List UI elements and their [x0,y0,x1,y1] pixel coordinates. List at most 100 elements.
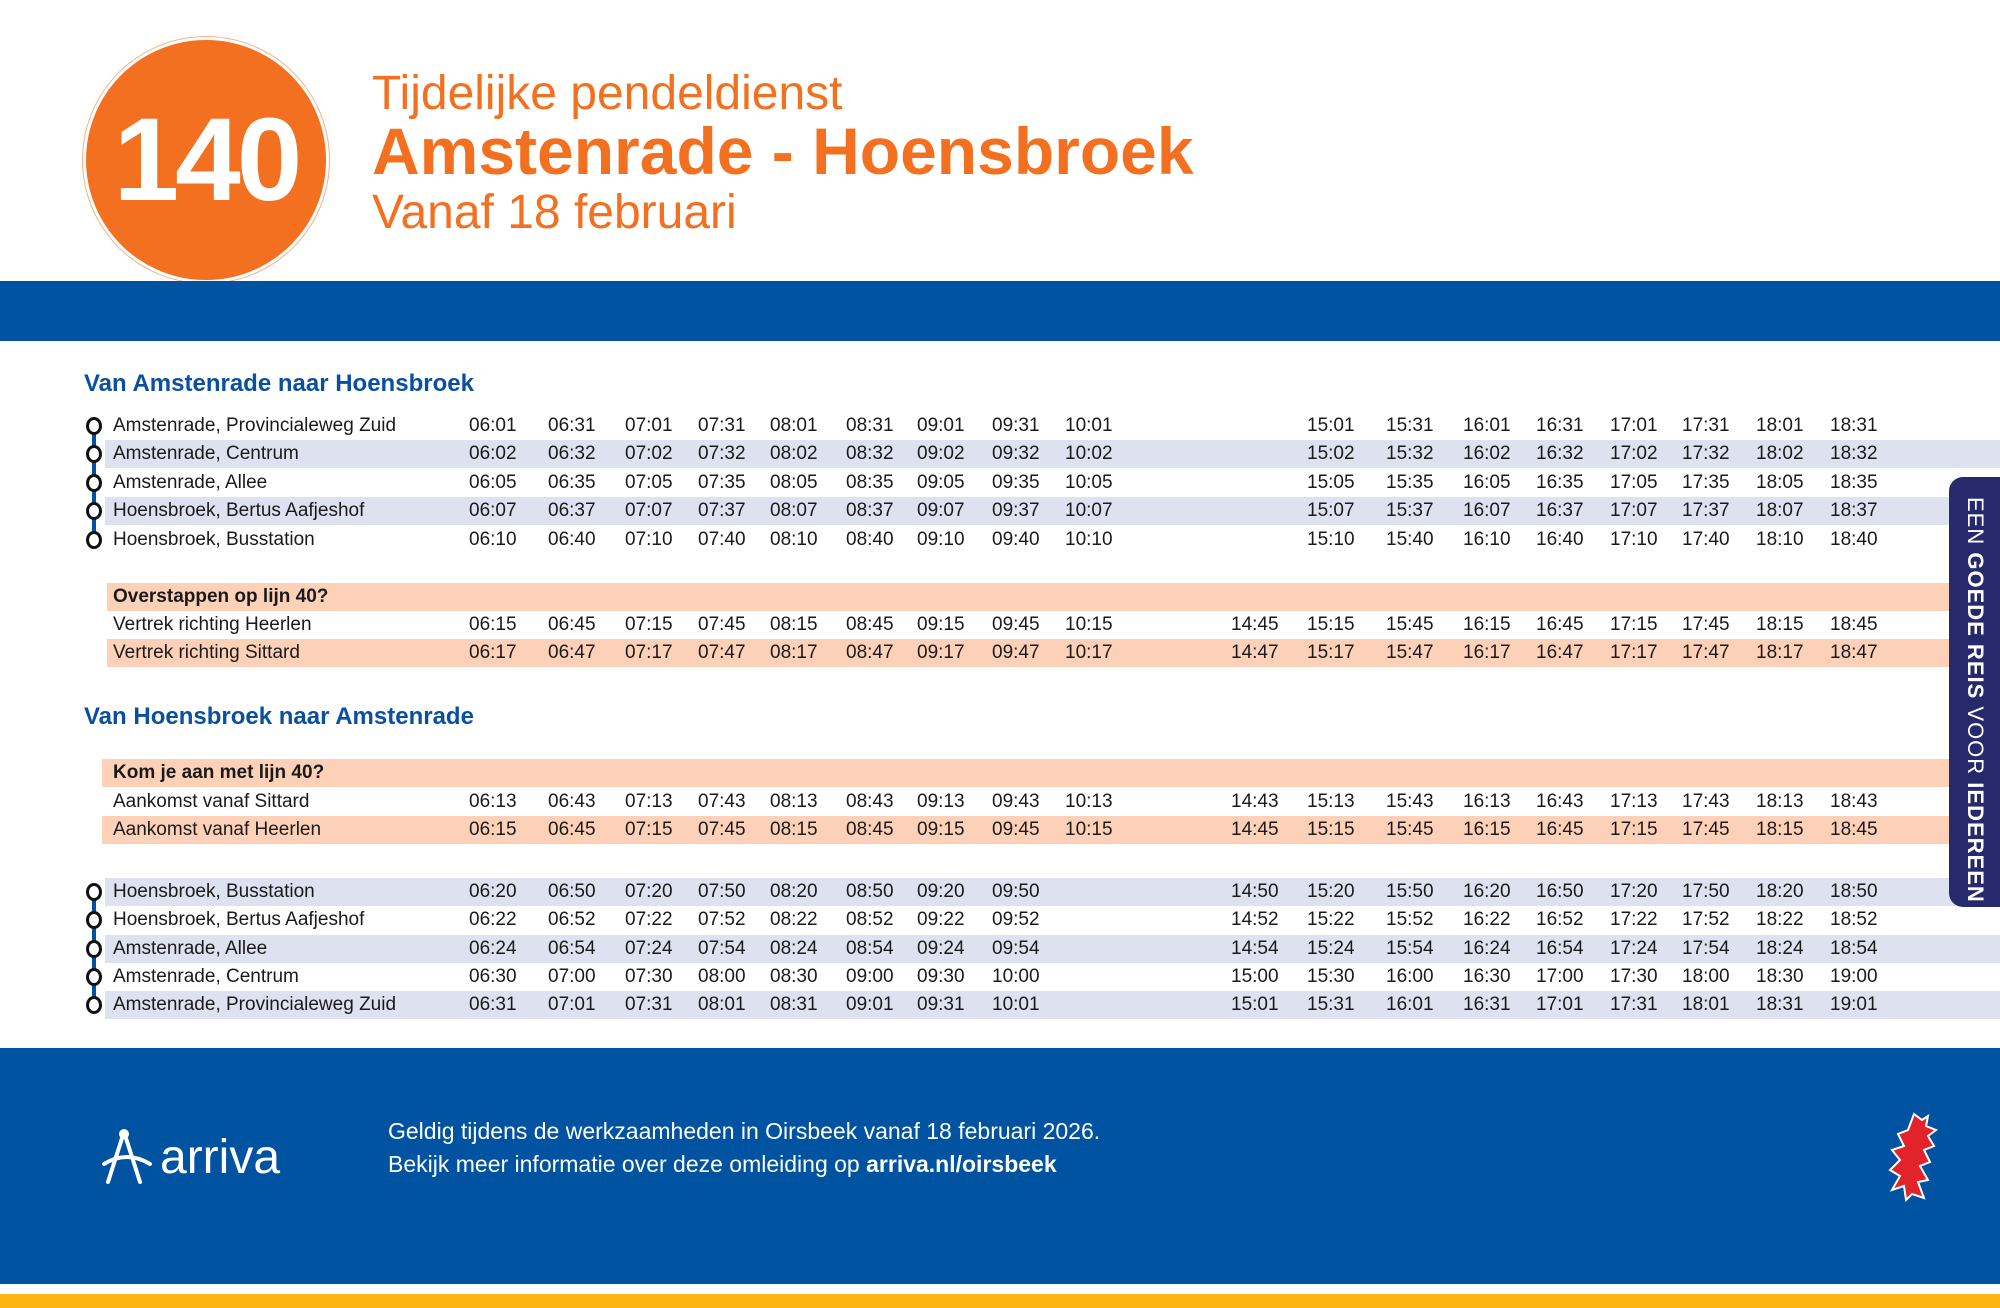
time-cell: 06:15 [469,819,517,840]
time-cell: 09:20 [917,881,965,902]
stop-row: Amstenrade, Centrum 06:02 06:32 07:02 07:32 0… [0,440,2000,468]
time-cell: 15:01 [1307,415,1355,436]
time-cell: 15:01 [1231,994,1279,1015]
time-cell: 18:47 [1830,642,1878,663]
time-cell: 08:15 [770,614,818,635]
time-cell: 07:24 [625,938,673,959]
time-cell: 16:31 [1463,994,1511,1015]
time-cell: 07:15 [625,614,673,635]
time-cell: 16:24 [1463,938,1511,959]
time-cell: 10:05 [1065,472,1113,493]
time-cell: 06:24 [469,938,517,959]
time-cell: 06:45 [548,819,596,840]
transfer-row: Vertrek richting Heerlen 06:15 06:45 07:15 0… [0,611,2000,639]
footer-link[interactable]: arriva.nl/oirsbeek [866,1151,1057,1177]
time-cell: 08:54 [846,938,894,959]
time-cell: 18:45 [1830,614,1878,635]
time-cell: 15:15 [1307,819,1355,840]
time-cell: 16:00 [1386,966,1434,987]
time-cell: 10:15 [1065,819,1113,840]
time-cell: 10:01 [1065,415,1113,436]
time-cell: 15:50 [1386,881,1434,902]
stop-marker-icon [86,911,102,929]
time-cell: 15:40 [1386,529,1434,550]
row-background [105,991,2000,1019]
time-cell: 15:52 [1386,909,1434,930]
time-cell: 09:30 [917,966,965,987]
time-cell: 17:13 [1610,791,1658,812]
time-cell: 16:05 [1463,472,1511,493]
time-cell: 15:10 [1307,529,1355,550]
page-title: Amstenrade - Hoensbroek [372,114,1194,188]
time-cell: 16:37 [1536,500,1584,521]
time-cell: 08:31 [846,415,894,436]
time-cell: 18:40 [1830,529,1878,550]
time-cell: 07:00 [548,966,596,987]
stop-row: Hoensbroek, Busstation 06:20 06:50 07:20 07:… [0,878,2000,906]
time-cell: 17:24 [1610,938,1658,959]
stop-row: Amstenrade, Allee 06:24 06:54 07:24 07:54 08:… [0,935,2000,963]
time-cell: 06:10 [469,529,517,550]
time-cell: 07:20 [625,881,673,902]
time-cell: 16:50 [1536,881,1584,902]
time-cell: 16:40 [1536,529,1584,550]
time-cell: 07:31 [698,415,746,436]
time-cell: 06:30 [469,966,517,987]
time-cell: 15:15 [1307,614,1355,635]
row-background [102,759,2000,787]
time-cell: 09:43 [992,791,1040,812]
time-cell: 09:35 [992,472,1040,493]
time-cell: 07:02 [625,443,673,464]
time-cell: 15:30 [1307,966,1355,987]
time-cell: 09:01 [917,415,965,436]
time-cell: 14:52 [1231,909,1279,930]
stop-marker-icon [86,883,102,901]
time-cell: 15:32 [1386,443,1434,464]
time-cell: 06:40 [548,529,596,550]
time-cell: 08:45 [846,819,894,840]
row-background [102,816,2000,844]
stop-row: Hoensbroek, Bertus Aafjeshof 06:07 06:37 07… [0,497,2000,525]
arriva-logo: arriva [100,1128,280,1186]
time-cell: 09:45 [992,614,1040,635]
time-cell: 14:50 [1231,881,1279,902]
time-cell: 18:37 [1830,500,1878,521]
time-cell: 16:01 [1463,415,1511,436]
time-cell: 07:05 [625,472,673,493]
time-cell: 07:17 [625,642,673,663]
time-cell: 14:45 [1231,614,1279,635]
time-cell: 16:45 [1536,614,1584,635]
footer [0,1048,2000,1284]
stop-row: Amstenrade, Provincialeweg Zuid 06:01 06:3… [0,412,2000,440]
stop-marker-icon [86,531,102,549]
time-cell: 19:00 [1830,966,1878,987]
time-cell: 18:35 [1830,472,1878,493]
time-cell: 09:07 [917,500,965,521]
time-cell: 17:52 [1682,909,1730,930]
time-cell: 08:00 [698,966,746,987]
subtitle: Tijdelijke pendeldienst [372,67,843,120]
time-cell: 18:31 [1830,415,1878,436]
time-cell: 16:13 [1463,791,1511,812]
row-label: Amstenrade, Provincialeweg Zuid [113,994,397,1015]
stop-marker-icon [86,968,102,986]
time-cell: 15:45 [1386,614,1434,635]
stop-row: Amstenrade, Centrum 06:30 07:00 07:30 08:00 0… [0,963,2000,991]
time-cell: 06:31 [548,415,596,436]
time-cell: 18:52 [1830,909,1878,930]
time-cell: 06:37 [548,500,596,521]
time-cell: 08:45 [846,614,894,635]
time-cell: 09:45 [992,819,1040,840]
transfer-row: Aankomst vanaf Sittard 06:13 06:43 07:13 07:… [0,788,2000,816]
time-cell: 17:15 [1610,614,1658,635]
row-label: Hoensbroek, Busstation [113,529,315,550]
time-cell: 18:02 [1756,443,1804,464]
time-cell: 18:24 [1756,938,1804,959]
time-cell: 08:07 [770,500,818,521]
time-cell: 09:52 [992,909,1040,930]
time-cell: 06:01 [469,415,517,436]
time-cell: 17:31 [1682,415,1730,436]
time-cell: 16:17 [1463,642,1511,663]
time-cell: 17:05 [1610,472,1658,493]
row-label: Aankomst vanaf Heerlen [113,819,322,840]
